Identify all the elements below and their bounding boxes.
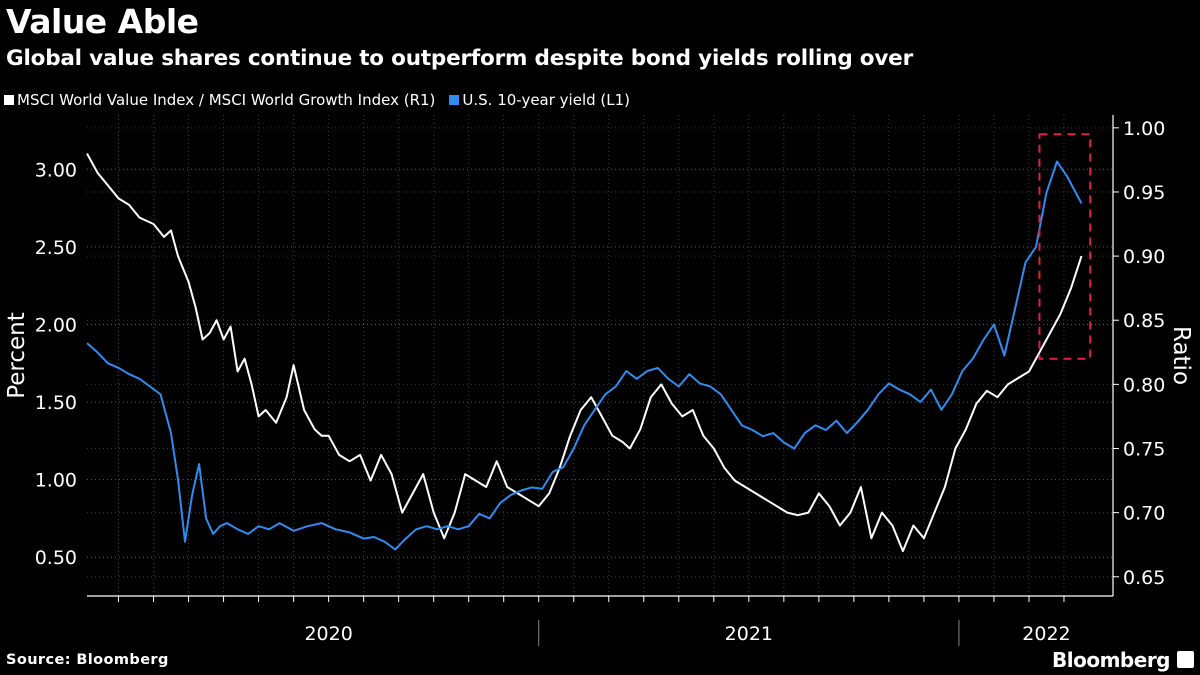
right-tick-label: 0.85 [1123, 310, 1165, 332]
legend-item-value-growth: MSCI World Value Index / MSCI World Grow… [4, 91, 435, 109]
right-tick-label: 0.90 [1123, 246, 1165, 268]
x-tick-label: 2021 [725, 623, 773, 645]
value-growth-ratio-line [86, 153, 1083, 553]
right-tick-label: 0.75 [1123, 438, 1165, 460]
legend: MSCI World Value Index / MSCI World Grow… [4, 91, 630, 109]
chart-title: Value Able [6, 2, 199, 41]
left-tick-label: 3.00 [35, 159, 77, 181]
legend-item-yield: U.S. 10-year yield (L1) [449, 91, 630, 109]
left-tick-label: 1.00 [35, 470, 77, 492]
legend-swatch-blue [449, 95, 460, 105]
highlight-box [1038, 133, 1092, 360]
legend-swatch-white [4, 95, 14, 105]
x-tick-label: 2022 [1022, 623, 1070, 645]
right-axis-title: Ratio [1168, 326, 1194, 385]
right-tick-label: 0.80 [1123, 374, 1165, 396]
x-tick-label: 2020 [304, 623, 352, 645]
right-tick-label: 0.70 [1123, 503, 1165, 525]
right-tick-label: 1.00 [1123, 118, 1165, 140]
us-10y-yield-line [86, 160, 1083, 551]
brand-logo: Bloomberg [1052, 648, 1170, 672]
right-tick-label: 0.65 [1123, 567, 1165, 589]
left-tick-label: 0.50 [35, 547, 77, 569]
chart-subtitle: Global value shares continue to outperfo… [6, 46, 913, 71]
left-tick-label: 2.00 [35, 314, 77, 336]
bloomberg-chart-icon [1177, 651, 1194, 668]
left-tick-label: 1.50 [35, 392, 77, 414]
left-tick-label: 2.50 [35, 237, 77, 259]
legend-label-value-growth: MSCI World Value Index / MSCI World Grow… [17, 91, 436, 109]
right-tick-label: 0.95 [1123, 182, 1165, 204]
source-note: Source: Bloomberg [6, 652, 169, 668]
left-axis-title: Percent [4, 312, 30, 399]
legend-label-yield: U.S. 10-year yield (L1) [462, 91, 631, 109]
